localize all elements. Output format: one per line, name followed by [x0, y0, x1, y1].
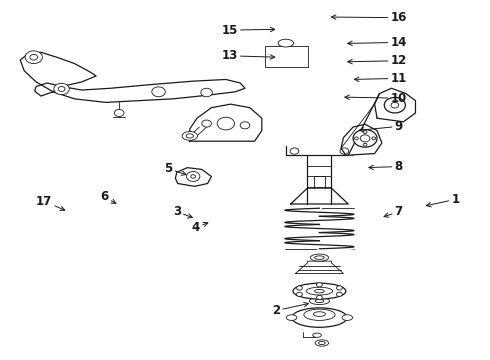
Circle shape	[363, 131, 367, 134]
Ellipse shape	[315, 289, 324, 293]
Ellipse shape	[278, 39, 294, 47]
Ellipse shape	[292, 308, 347, 327]
Circle shape	[58, 86, 65, 91]
Ellipse shape	[315, 256, 324, 259]
Circle shape	[296, 286, 302, 290]
Circle shape	[191, 175, 196, 178]
Ellipse shape	[186, 134, 194, 138]
Ellipse shape	[314, 312, 325, 316]
Polygon shape	[190, 104, 262, 141]
Text: 2: 2	[272, 302, 308, 317]
Text: 16: 16	[331, 11, 407, 24]
Ellipse shape	[306, 287, 333, 295]
Bar	[265, 46, 308, 67]
Text: 14: 14	[348, 36, 407, 49]
Text: 13: 13	[221, 49, 275, 62]
Text: 11: 11	[354, 72, 407, 85]
Polygon shape	[35, 80, 245, 102]
Circle shape	[353, 130, 377, 147]
Text: 7: 7	[384, 205, 403, 218]
Circle shape	[186, 171, 200, 181]
Ellipse shape	[318, 341, 325, 345]
Text: 17: 17	[36, 195, 65, 211]
Text: 15: 15	[221, 23, 275, 37]
Ellipse shape	[286, 315, 297, 320]
Circle shape	[391, 102, 399, 108]
Polygon shape	[375, 88, 416, 122]
Ellipse shape	[342, 315, 353, 320]
Polygon shape	[295, 261, 343, 274]
Polygon shape	[291, 188, 348, 204]
Text: 5: 5	[164, 162, 186, 175]
Polygon shape	[341, 124, 382, 155]
Text: 9: 9	[359, 120, 403, 133]
Circle shape	[372, 137, 376, 140]
Ellipse shape	[315, 340, 329, 346]
Circle shape	[54, 83, 69, 95]
Circle shape	[317, 295, 322, 300]
Circle shape	[201, 88, 212, 97]
Circle shape	[290, 148, 299, 154]
Circle shape	[337, 286, 343, 290]
Circle shape	[217, 117, 234, 130]
Text: 4: 4	[192, 221, 208, 234]
Ellipse shape	[310, 254, 329, 261]
Circle shape	[202, 120, 211, 127]
Circle shape	[340, 148, 349, 154]
Circle shape	[354, 137, 358, 140]
Circle shape	[360, 135, 370, 142]
Circle shape	[384, 98, 405, 113]
Polygon shape	[175, 168, 211, 186]
Circle shape	[152, 87, 165, 97]
Circle shape	[240, 122, 250, 129]
Circle shape	[25, 51, 42, 64]
Ellipse shape	[313, 333, 321, 337]
Circle shape	[337, 292, 343, 296]
Circle shape	[114, 109, 124, 117]
Text: 8: 8	[369, 160, 403, 173]
Circle shape	[363, 143, 367, 146]
Circle shape	[317, 283, 322, 287]
Text: 1: 1	[426, 193, 460, 207]
Text: 10: 10	[345, 92, 407, 105]
Ellipse shape	[293, 283, 346, 299]
Polygon shape	[20, 52, 96, 92]
Text: 6: 6	[100, 190, 116, 203]
Ellipse shape	[182, 131, 197, 140]
Text: 3: 3	[173, 205, 193, 218]
Circle shape	[296, 292, 302, 296]
Ellipse shape	[304, 309, 335, 320]
Circle shape	[30, 54, 38, 60]
Text: 12: 12	[348, 54, 407, 67]
Ellipse shape	[315, 300, 324, 303]
Ellipse shape	[309, 297, 329, 305]
